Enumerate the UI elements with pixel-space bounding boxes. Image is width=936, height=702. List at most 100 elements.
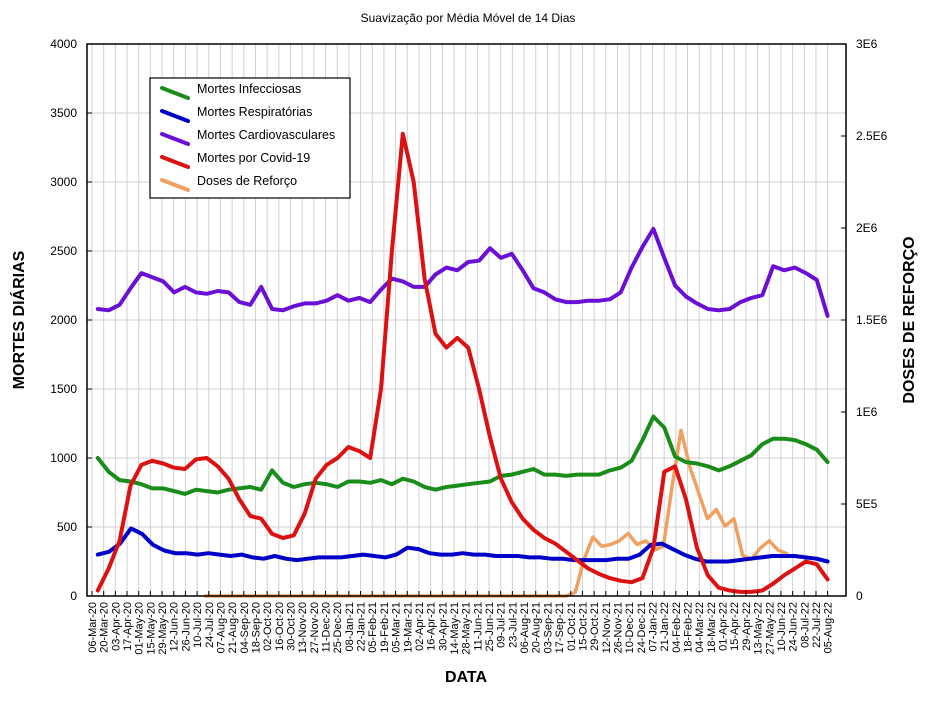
x-tick-label: 10-Dec-21: [624, 602, 636, 653]
x-tick-label: 03-Sep-21: [542, 602, 554, 653]
y2-tick-label: 0: [856, 589, 863, 603]
y-axis-right: 0 5E5 1E6 1.5E6 2E6 2.5E6 3E6: [841, 37, 888, 603]
x-tick-label: 19-Mar-21: [402, 602, 414, 653]
x-tick-label: 22-Jan-21: [356, 602, 368, 652]
legend-label: Mortes Cardiovasculares: [197, 128, 335, 142]
y-tick-label: 4000: [50, 37, 77, 51]
x-tick-label: 29-Apr-22: [741, 602, 753, 651]
x-tick-label: 12-Nov-21: [601, 602, 613, 653]
y-tick-label: 2000: [50, 313, 77, 327]
x-tick-label: 27-May-22: [764, 602, 776, 655]
x-tick-label: 08-Jul-22: [799, 602, 811, 648]
x-tick-label: 15-Apr-22: [729, 602, 741, 651]
x-tick-label: 01-May-20: [134, 602, 146, 655]
x-tick-label: 17-Apr-20: [122, 602, 134, 651]
y-tick-label: 500: [57, 520, 77, 534]
y-tick-label: 3500: [50, 106, 77, 120]
legend: Mortes Infecciosas Mortes Respiratórias Mo…: [149, 77, 351, 199]
x-tick-label: 30-Apr-21: [437, 602, 449, 651]
series-line-3: [95, 131, 830, 594]
x-tick-label: 24-Jul-20: [204, 602, 216, 648]
y2-tick-label: 1E6: [856, 405, 878, 419]
x-tick-label: 18-Feb-22: [683, 602, 695, 653]
y2-tick-label: 3E6: [856, 37, 878, 51]
x-tick-label: 11-Jun-21: [472, 602, 484, 651]
legend-swatch: [160, 132, 190, 146]
x-tick-label: 11-Dec-20: [321, 602, 333, 653]
x-tick-label: 16-Oct-20: [274, 602, 286, 651]
x-tick-label: 26-Jun-20: [180, 602, 192, 652]
y2-tick-label: 2E6: [856, 221, 878, 235]
x-tick-label: 05-Aug-22: [823, 602, 835, 653]
x-tick-label: 05-Mar-21: [391, 602, 403, 653]
legend-swatch: [160, 155, 190, 169]
x-tick-label: 10-Jun-22: [776, 602, 788, 652]
chart-title: Suavização por Média Móvel de 14 Dias: [361, 11, 576, 25]
x-tick-label: 07-Jan-22: [647, 602, 659, 652]
y2-axis-title: DOSES DE REFORÇO: [901, 236, 918, 403]
x-tick-label: 30-Oct-20: [286, 602, 298, 651]
x-tick-label: 24-Dec-21: [636, 602, 648, 653]
x-tick-label: 03-Apr-20: [110, 602, 122, 651]
x-tick-label: 28-May-21: [461, 602, 473, 655]
x-tick-label: 22-Jul-22: [811, 602, 823, 648]
legend-swatch: [160, 178, 190, 192]
x-tick-label: 18-Mar-22: [706, 602, 718, 653]
series-line-0: [95, 414, 830, 496]
x-tick-label: 05-Feb-21: [367, 602, 379, 653]
x-tick-label: 25-Dec-20: [332, 602, 344, 653]
x-tick-label: 04-Mar-22: [694, 602, 706, 653]
y-tick-label: 1000: [50, 451, 77, 465]
legend-label: Mortes Respiratórias: [197, 105, 312, 119]
y-tick-label: 0: [70, 589, 77, 603]
legend-label: Mortes por Covid-19: [197, 151, 310, 165]
x-tick-label: 20-Aug-21: [531, 602, 543, 653]
x-tick-label: 23-Jul-21: [507, 602, 519, 648]
x-tick-label: 07-Aug-20: [215, 602, 227, 653]
x-tick-label: 09-Jul-21: [496, 602, 508, 648]
x-tick-label: 20-Mar-20: [99, 602, 111, 653]
y-axis-left: 0 500 1000 1500 2000 2500 3000 3500 4000: [50, 37, 92, 603]
x-tick-label: 02-Oct-20: [262, 602, 274, 651]
x-tick-label: 06-Mar-20: [87, 602, 99, 653]
x-tick-label: 01-Apr-22: [718, 602, 730, 651]
x-tick-label: 15-May-20: [145, 602, 157, 655]
x-tick-label: 13-May-22: [753, 602, 765, 655]
x-axis-title: DATA: [445, 669, 488, 686]
x-tick-label: 29-Oct-21: [589, 602, 601, 651]
y2-tick-label: 2.5E6: [856, 129, 888, 143]
x-tick-label: 27-Nov-20: [309, 602, 321, 653]
x-axis: 06-Mar-20 20-Mar-20 03-Apr-20 17-Apr-20 01-M…: [87, 591, 835, 655]
x-tick-label: 18-Sep-20: [250, 602, 262, 653]
series-line-1: [95, 526, 830, 564]
legend-swatch: [160, 109, 190, 123]
x-tick-label: 01-Oct-21: [566, 602, 578, 651]
series-line-2: [95, 226, 830, 318]
x-tick-label: 13-Nov-20: [297, 602, 309, 653]
y2-tick-label: 5E5: [856, 497, 878, 511]
x-tick-label: 08-Jan-21: [344, 602, 356, 652]
x-tick-label: 26-Nov-21: [612, 602, 624, 653]
x-tick-label: 29-May-20: [157, 602, 169, 655]
x-tick-label: 06-Aug-21: [519, 602, 531, 653]
x-tick-label: 10-Jul-20: [192, 602, 204, 648]
x-tick-label: 21-Aug-20: [227, 602, 239, 653]
x-tick-label: 25-Jun-21: [484, 602, 496, 652]
y-tick-label: 2500: [50, 244, 77, 258]
legend-label: Doses de Reforço: [197, 174, 297, 188]
x-tick-label: 24-Jun-22: [788, 602, 800, 652]
y2-tick-label: 1.5E6: [856, 313, 888, 327]
x-tick-label: 19-Feb-21: [379, 602, 391, 653]
x-tick-label: 16-Apr-21: [426, 602, 438, 651]
x-tick-label: 02-Apr-21: [414, 602, 426, 651]
x-tick-label: 15-Oct-21: [577, 602, 589, 651]
x-tick-label: 14-May-21: [449, 602, 461, 655]
x-tick-label: 21-Jan-22: [659, 602, 671, 652]
y-axis-title: MORTES DIÁRIAS: [9, 250, 28, 389]
y-tick-label: 1500: [50, 382, 77, 396]
x-tick-label: 12-Jun-20: [169, 602, 181, 652]
legend-label: Mortes Infecciosas: [197, 82, 301, 96]
y-tick-label: 3000: [50, 175, 77, 189]
x-tick-label: 17-Sep-21: [554, 602, 566, 653]
